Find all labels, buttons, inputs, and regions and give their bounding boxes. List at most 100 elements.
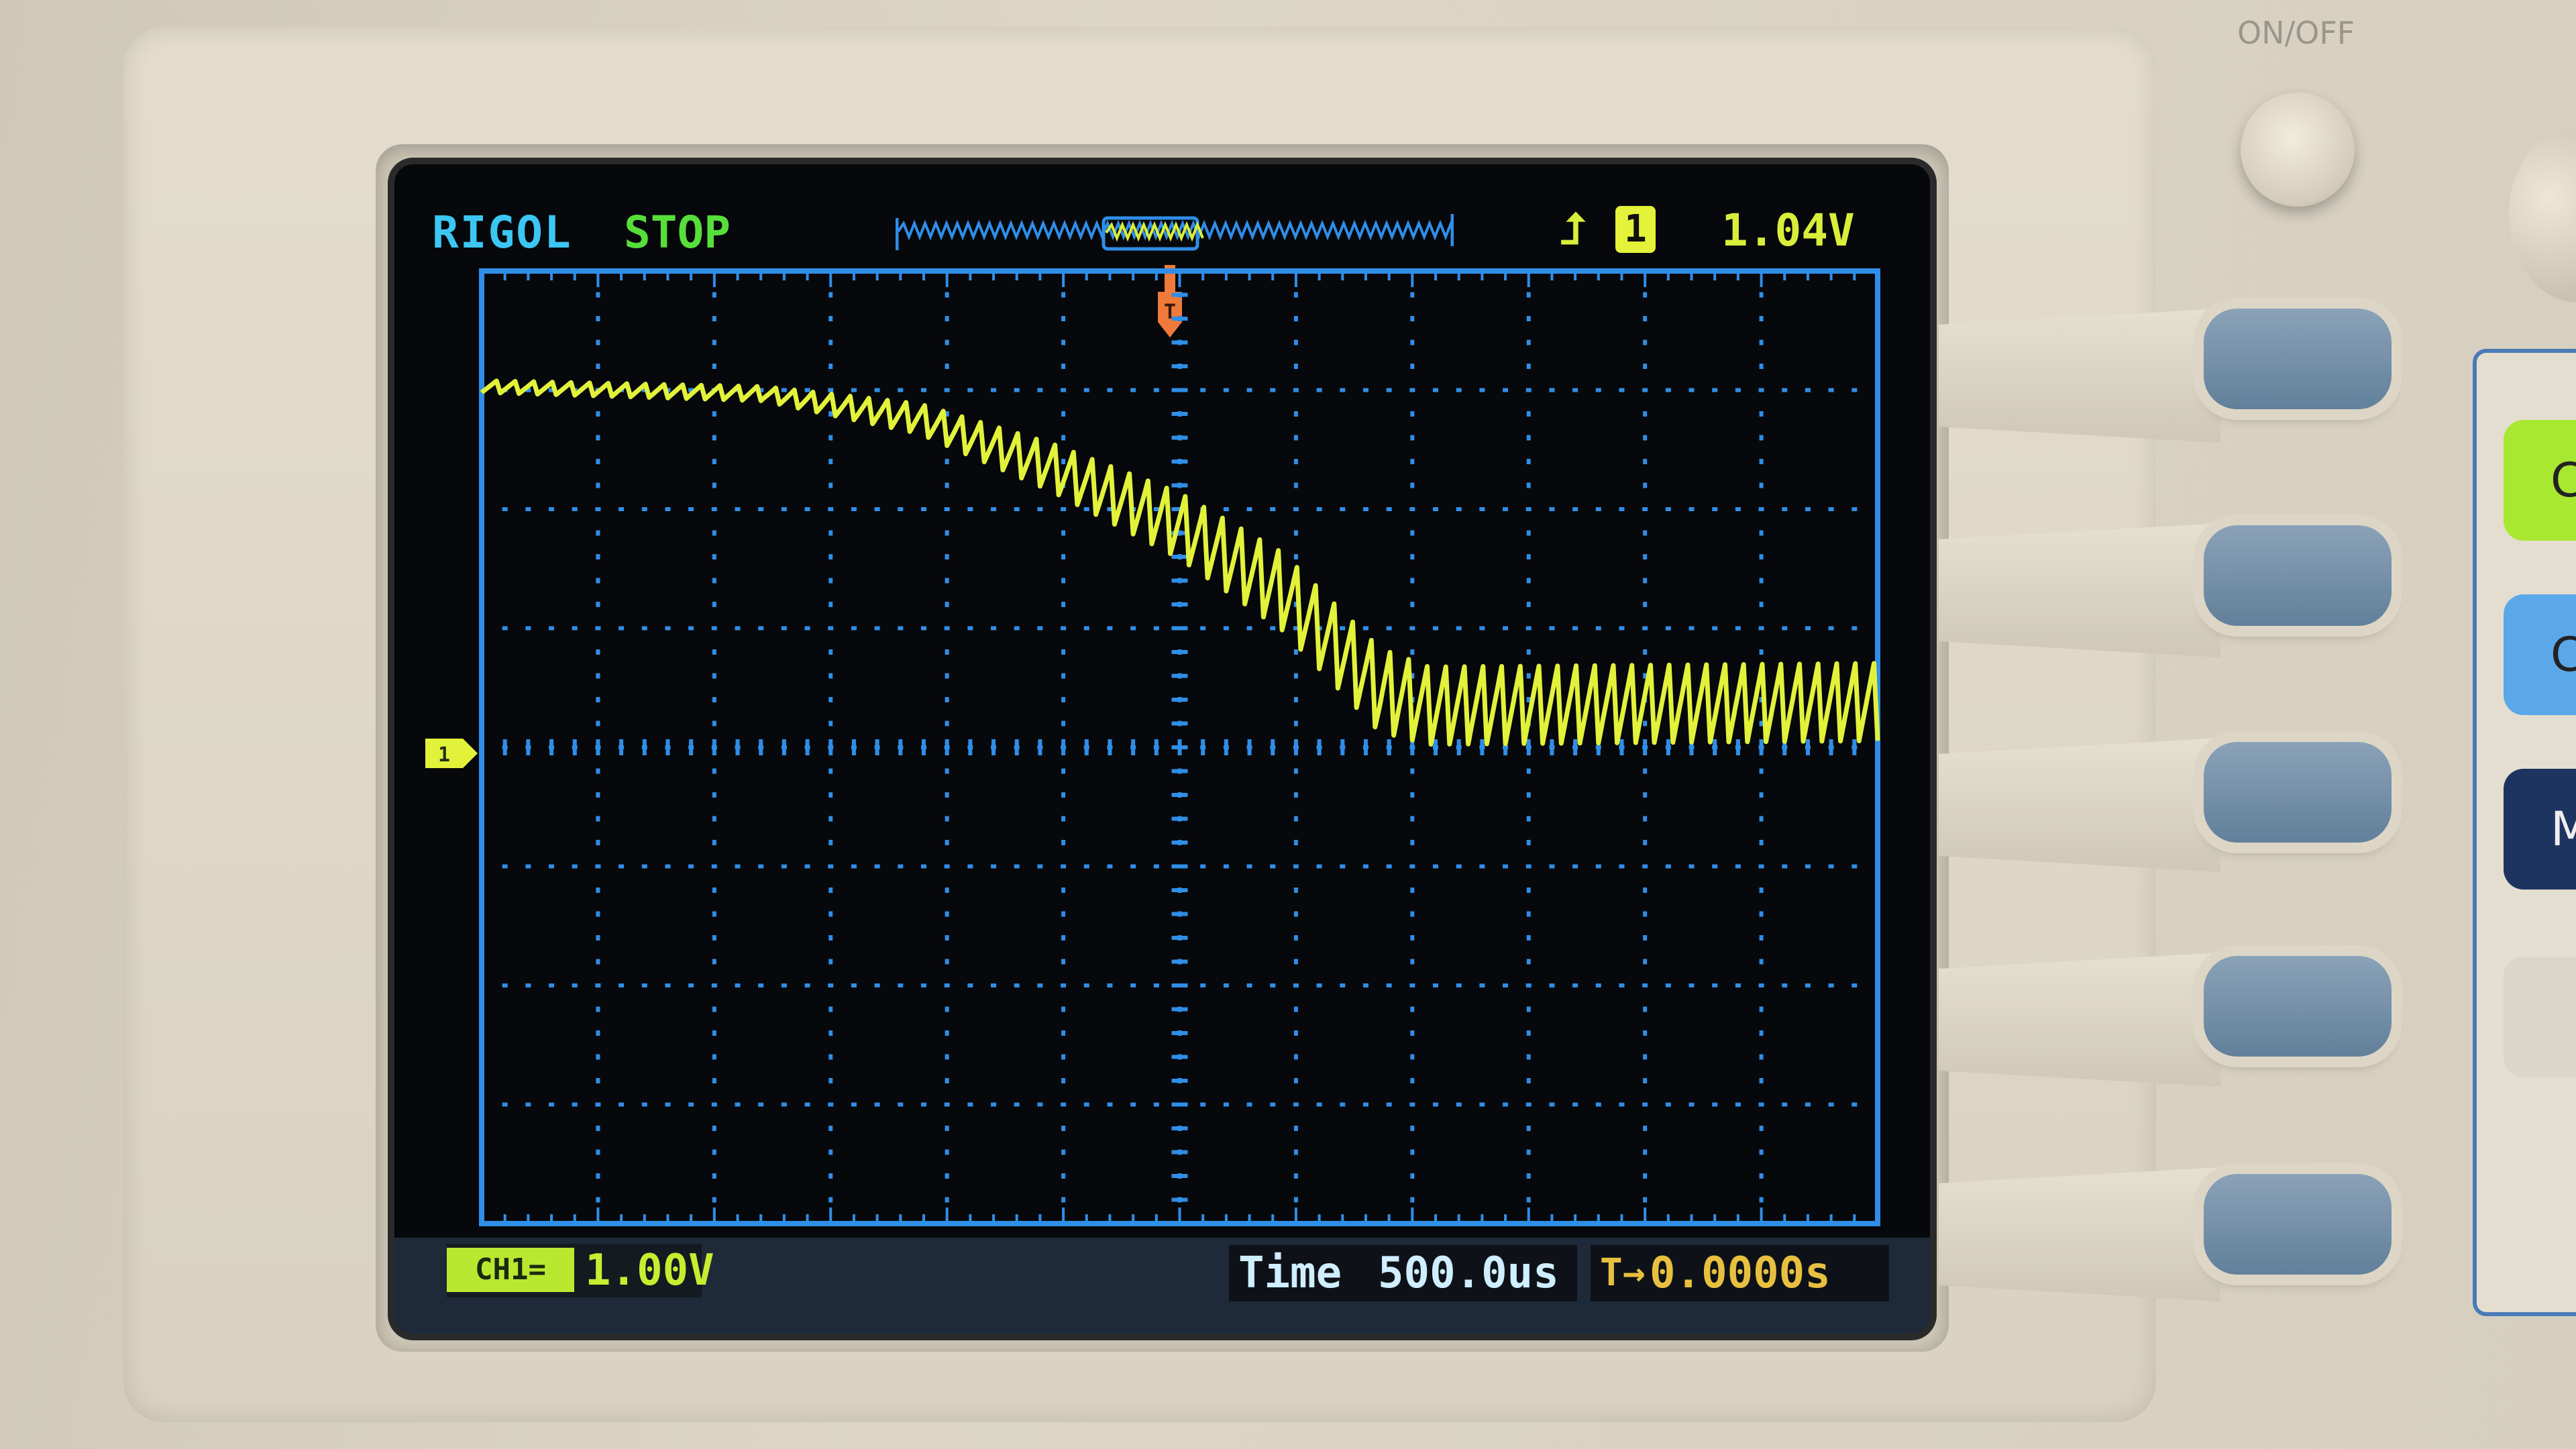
graticule-dot	[665, 507, 671, 511]
graticule-dot	[1572, 626, 1578, 631]
graticule-dot	[1759, 1149, 1764, 1155]
graticule-dot	[1061, 792, 1066, 798]
graticule-dot	[1688, 388, 1695, 392]
graticule-dot	[1293, 864, 1299, 869]
bottom-edge-tick	[1434, 1214, 1438, 1224]
top-edge-tick	[1760, 271, 1763, 287]
graticule-dot	[596, 1078, 600, 1083]
graticule-dot	[1316, 983, 1322, 987]
bottom-edge-tick	[1574, 1214, 1577, 1224]
channel1-scale-box[interactable]: CH1= 1.00V	[447, 1244, 714, 1297]
graticule-dot	[1526, 1078, 1531, 1083]
graticule-dot	[1061, 1006, 1066, 1012]
graticule-dot	[828, 1197, 833, 1203]
center-axis-tick	[1410, 739, 1415, 755]
trigger-offset-box[interactable]: T→ 0.0000s	[1591, 1245, 1889, 1301]
menu-softkey-4[interactable]	[2204, 956, 2392, 1057]
graticule-dot	[596, 816, 600, 822]
graticule-dot	[1759, 530, 1764, 536]
graticule-dot	[596, 411, 600, 417]
graticule-dot	[479, 626, 484, 631]
graticule-dot	[619, 983, 625, 987]
graticule-dot	[1433, 626, 1439, 631]
graticule-dot	[1525, 864, 1532, 869]
bottom-edge-tick	[1783, 1214, 1786, 1224]
center-axis-tick	[1171, 721, 1188, 726]
timebase-box[interactable]: Time 500.0us	[1229, 1245, 1577, 1301]
graticule-dot	[1643, 554, 1648, 559]
graticule-dot	[1525, 1102, 1532, 1107]
center-axis-tick	[1201, 739, 1205, 755]
menu-softkey-2[interactable]	[2204, 525, 2392, 626]
graticule-dot	[1642, 983, 1648, 987]
graticule-dot	[945, 911, 949, 917]
control-knob[interactable]	[2509, 127, 2576, 302]
timebase-label: Time	[1238, 1248, 1342, 1298]
graticule-dot	[1503, 626, 1509, 631]
graticule-dot	[828, 720, 833, 727]
graticule-dot	[1526, 673, 1531, 679]
graticule-dot	[1759, 1173, 1764, 1179]
graticule-dot	[945, 602, 949, 607]
graticule-dot	[1433, 864, 1439, 869]
graticule-dot	[549, 388, 555, 392]
center-axis-tick	[1171, 1150, 1188, 1155]
graticule-dot	[1293, 339, 1298, 345]
center-axis-tick	[1782, 739, 1787, 755]
graticule-dot	[1409, 864, 1415, 869]
graticule-dot	[572, 626, 578, 631]
side-button-4[interactable]	[2504, 957, 2576, 1077]
graticule-dot	[944, 983, 950, 987]
graticule-dot	[1549, 626, 1555, 631]
graticule-dot	[1293, 554, 1298, 559]
graticule-dot	[1503, 507, 1509, 511]
graticule-dot	[1595, 507, 1601, 511]
graticule-dot	[712, 792, 716, 798]
side-button-2[interactable]: C	[2504, 594, 2576, 715]
channel1-ground-marker[interactable]: 1	[425, 739, 479, 768]
graticule-dot	[595, 864, 601, 869]
graticule-dot	[1665, 983, 1671, 987]
graticule-dot	[1643, 602, 1648, 607]
power-button[interactable]	[2241, 93, 2355, 207]
side-button-3[interactable]: M	[2504, 769, 2576, 890]
graticule-dot	[828, 768, 833, 774]
center-axis-tick	[759, 739, 763, 755]
graticule-dot	[1643, 482, 1648, 488]
graticule-dot	[1665, 388, 1671, 392]
graticule-dot	[781, 388, 787, 392]
graticule-dot	[1410, 1078, 1415, 1083]
graticule-dot	[619, 864, 625, 869]
graticule-dot	[1061, 554, 1066, 559]
bottom-edge-tick	[1666, 1214, 1670, 1224]
graticule-dot	[945, 935, 949, 941]
softkey-ledge	[1939, 953, 2220, 1087]
graticule-dot	[1340, 507, 1346, 511]
center-axis-tick	[1171, 841, 1188, 845]
side-button-1[interactable]: C	[2504, 420, 2576, 541]
graticule-dot	[1083, 507, 1089, 511]
bottom-edge-tick	[1248, 1214, 1251, 1224]
menu-softkey-3[interactable]	[2204, 742, 2392, 843]
center-axis-tick	[1171, 816, 1188, 821]
graticule-dot	[1643, 768, 1648, 774]
graticule-dot	[1643, 530, 1648, 536]
graticule-dot	[1665, 1102, 1671, 1107]
graticule-dot	[1759, 435, 1764, 441]
graticule-dot	[1223, 983, 1229, 987]
graticule-dot	[1643, 888, 1648, 893]
graticule-dot	[898, 864, 904, 869]
graticule-dot	[945, 959, 949, 965]
graticule-dot	[828, 697, 833, 702]
graticule-dot	[1595, 983, 1601, 987]
menu-softkey-1[interactable]	[2204, 309, 2392, 409]
top-edge-tick	[1178, 271, 1181, 287]
graticule-dot	[1526, 292, 1531, 298]
graticule-dot	[619, 1102, 625, 1107]
menu-softkey-5[interactable]	[2204, 1174, 2392, 1275]
graticule-dot	[1014, 983, 1020, 987]
graticule-dot	[945, 1126, 949, 1131]
graticule-dot	[665, 864, 671, 869]
center-axis-tick	[1171, 888, 1188, 892]
graticule-dot	[944, 388, 950, 392]
